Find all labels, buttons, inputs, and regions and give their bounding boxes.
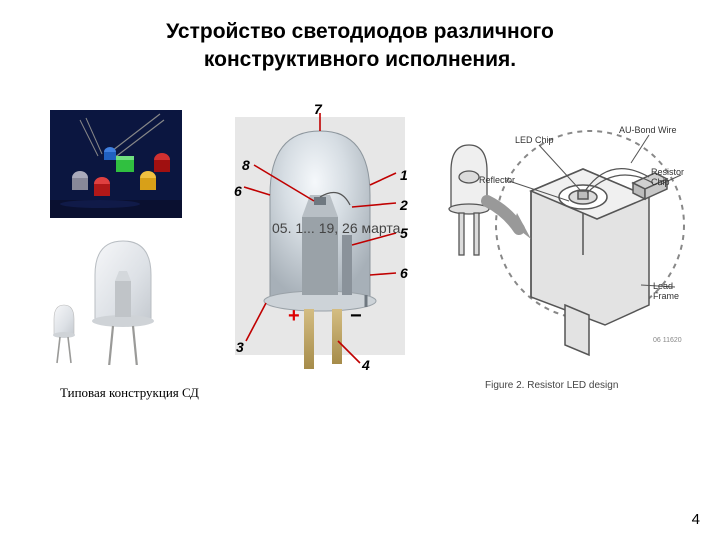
polarity-plus-icon: + <box>288 305 300 328</box>
content-area: 7 1 2 5 6 8 6 3 4 + − 05. 1... 19, 26 ма… <box>40 110 690 500</box>
slide-title: Устройство светодиодов различного констр… <box>60 18 660 75</box>
label-led-chip: LED Chip <box>515 135 554 145</box>
label-reflector: Reflector <box>479 175 515 185</box>
label-resistor: Resistor Chip <box>651 167 695 187</box>
polarity-minus-icon: − <box>350 305 362 328</box>
callout-5: 5 <box>400 225 408 241</box>
photo-led-single <box>40 235 190 365</box>
caption-figure-2: Figure 2. Resistor LED design <box>485 380 618 391</box>
figure-resistor-led-design: LED Chip Reflector AU-Bond Wire Resistor… <box>435 105 695 385</box>
callout-7: 7 <box>314 101 322 117</box>
label-small-id: 06 11620 <box>653 337 682 344</box>
callout-1: 1 <box>400 167 408 183</box>
callout-4: 4 <box>362 357 370 373</box>
title-line-2: конструктивного исполнения. <box>204 48 516 71</box>
label-lead-frame: Lead Frame <box>653 281 697 301</box>
timestamp-text: 05. 1... 19, 26 марта <box>272 220 400 236</box>
callout-3: 3 <box>236 339 244 355</box>
title-line-1: Устройство светодиодов различного <box>166 20 554 43</box>
figure-led-numbered: 7 1 2 5 6 8 6 3 4 + − 05. 1... 19, 26 ма… <box>210 105 430 395</box>
callout-8: 8 <box>242 157 250 173</box>
callout-6b: 6 <box>234 183 242 199</box>
page-number: 4 <box>692 511 700 528</box>
label-au-bond: AU-Bond Wire <box>619 125 677 135</box>
photo-leds-assorted <box>50 110 182 218</box>
callout-2: 2 <box>400 197 408 213</box>
caption-typical-construction: Типовая конструкция СД <box>60 385 199 401</box>
callout-6: 6 <box>400 265 408 281</box>
